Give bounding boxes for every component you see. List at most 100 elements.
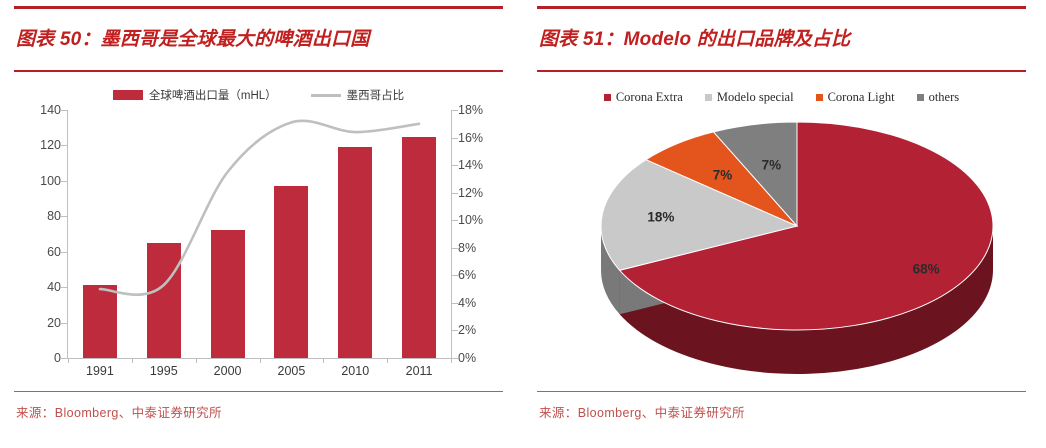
pie-data-label: 68% <box>912 261 940 277</box>
pie-chart-legend: Corona Extra Modelo special Corona Light ot… <box>537 88 1026 106</box>
y-axis-tick-label-right: 4% <box>458 295 477 310</box>
y-axis-tick-mark-left <box>61 110 67 111</box>
percentage-line-series <box>98 119 421 296</box>
pie-chart-plot: 68% 18% 7% 7% <box>577 108 1017 378</box>
bar <box>210 230 245 358</box>
source-note-right: 来源：Bloomberg、中泰证券研究所 <box>539 406 745 420</box>
x-axis-tick-mark <box>131 358 133 363</box>
y-axis-tick-label-right: 18% <box>458 103 484 117</box>
x-axis-tick-mark <box>259 358 261 363</box>
y-axis-tick-label-right: 6% <box>458 268 477 283</box>
y-axis-tick-label-left: 120 <box>40 138 61 153</box>
y-axis-tick-label-right: 10% <box>458 213 484 228</box>
y-axis-tick-mark-right <box>452 247 458 249</box>
legend-label: Corona Extra <box>615 89 683 104</box>
y-axis-tick-mark-right <box>452 275 458 277</box>
y-axis-tick-mark-left <box>61 145 67 147</box>
legend-item-1: Modelo special <box>704 89 794 105</box>
legend-swatch-icon <box>916 93 924 101</box>
y-axis-tick-mark-right <box>452 358 458 359</box>
bar <box>402 136 437 358</box>
x-axis-tick-mark <box>323 358 325 363</box>
y-axis-tick-mark-right <box>452 137 458 139</box>
top-rule <box>14 6 503 9</box>
x-axis-tick-label: 2010 <box>341 364 370 378</box>
y-axis-tick-mark-left <box>61 216 67 218</box>
pie-data-label: 18% <box>647 209 675 225</box>
pie-slice <box>712 121 798 228</box>
y-axis-tick-label-left: 0 <box>54 351 61 365</box>
y-axis-tick-label-left: 140 <box>40 103 61 117</box>
x-axis-tick-mark <box>68 358 69 363</box>
y-axis-tick-mark-right <box>452 110 458 111</box>
pie-svg <box>600 121 994 375</box>
legend-item-line: 墨西哥占比 <box>310 87 405 103</box>
y-axis-tick-mark-right <box>452 192 458 194</box>
x-axis-tick-label: 1991 <box>86 364 114 378</box>
bar <box>146 242 181 358</box>
legend-label-bar: 全球啤酒出口量（mHL） <box>148 90 277 102</box>
bottom-rule <box>537 391 1026 392</box>
source-note-left: 来源：Bloomberg、中泰证券研究所 <box>16 406 222 420</box>
y-axis-tick-mark-left <box>61 180 67 182</box>
legend-item-0: Corona Extra <box>603 89 683 105</box>
x-axis-tick-mark <box>195 358 197 363</box>
y-axis-tick-mark-left <box>61 251 67 253</box>
bar-chart-plot: 0 20 40 60 80 100 120 140 0% 2% 4% 6% 8% 10% 12% 14% 16%… <box>14 103 503 378</box>
y-axis-tick-label-right: 8% <box>458 240 477 255</box>
y-axis-tick-mark-right <box>452 302 458 304</box>
left-chart-panel: 图表 50：墨西哥是全球最大的啤酒出口国 全球啤酒出口量（mHL） 墨西哥占比 … <box>14 6 503 420</box>
legend-item-bar: 全球啤酒出口量（mHL） <box>112 87 277 103</box>
legend-label-line: 墨西哥占比 <box>346 90 405 102</box>
right-chart-panel: 图表 51：Modelo 的出口品牌及占比 Corona Extra Modelo… <box>523 0 1046 448</box>
pie-top-faces <box>600 121 994 331</box>
line-path <box>98 119 421 296</box>
bar <box>274 186 309 358</box>
right-axis-line <box>451 110 452 359</box>
bar <box>338 147 373 358</box>
pie-side-wall <box>619 226 993 375</box>
x-axis-tick-label: 2011 <box>405 364 433 378</box>
pie-slice <box>618 121 994 331</box>
legend-item-3: others <box>916 89 960 105</box>
legend-swatch-icon <box>603 93 611 101</box>
pie-data-label: 7% <box>761 157 782 173</box>
bar <box>82 285 117 358</box>
y-axis-tick-label-left: 100 <box>40 173 61 188</box>
legend-swatch-icon <box>815 93 823 101</box>
page-title-left: 图表 50：墨西哥是全球最大的啤酒出口国 <box>16 29 370 50</box>
y-axis-tick-mark-right <box>452 165 458 167</box>
title-underline-rule <box>14 70 503 72</box>
bar-chart-legend: 全球啤酒出口量（mHL） 墨西哥占比 <box>14 86 503 104</box>
y-axis-tick-label-left: 20 <box>47 315 61 330</box>
y-axis-tick-label-right: 14% <box>458 158 484 173</box>
left-axis-line <box>67 110 68 359</box>
x-axis-tick-mark <box>387 358 389 363</box>
top-rule <box>537 6 1026 9</box>
y-axis-tick-label-right: 12% <box>458 185 484 200</box>
page-title-right: 图表 51：Modelo 的出口品牌及占比 <box>539 29 851 50</box>
legend-label: others <box>928 89 960 104</box>
bottom-rule <box>14 391 503 392</box>
y-axis-tick-label-left: 40 <box>47 280 61 295</box>
y-axis-tick-label-left: 80 <box>47 209 61 224</box>
legend-label: Corona Light <box>827 89 895 104</box>
y-axis-tick-label-right: 2% <box>458 323 477 338</box>
bar-swatch-icon <box>112 90 143 100</box>
legend-label: Modelo special <box>716 89 794 104</box>
y-axis-tick-label-left: 60 <box>47 244 61 259</box>
title-underline-rule <box>537 70 1026 72</box>
y-axis-tick-mark-right <box>452 330 458 332</box>
line-swatch-icon <box>310 93 341 97</box>
pie-side-wall <box>601 226 620 315</box>
legend-swatch-icon <box>704 93 712 101</box>
y-axis-tick-mark-left <box>61 358 67 359</box>
pie-slice <box>600 159 799 271</box>
y-axis-tick-label-right: 0% <box>458 351 477 365</box>
y-axis-tick-label-right: 16% <box>458 130 484 145</box>
x-axis-tick-label: 2005 <box>277 364 306 378</box>
y-axis-tick-mark-left <box>61 322 67 324</box>
y-axis-tick-mark-left <box>61 287 67 289</box>
legend-item-2: Corona Light <box>815 89 895 105</box>
